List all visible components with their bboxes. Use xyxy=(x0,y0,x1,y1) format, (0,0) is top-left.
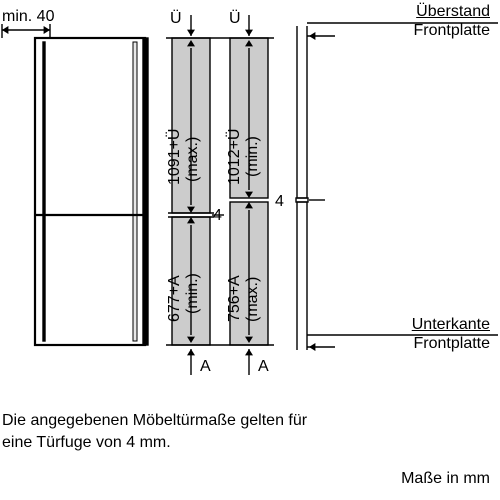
dim-677b: (min.) xyxy=(184,273,202,314)
label-gap4a: 4 xyxy=(213,207,222,225)
label-gap4b: 4 xyxy=(275,193,284,211)
label-overhang-2: Frontplatte xyxy=(414,22,490,40)
dim-677: 677+A xyxy=(166,275,184,322)
dim-1012b: (min.) xyxy=(244,136,262,177)
label-a2: A xyxy=(258,358,269,376)
caption-line2: eine Türfuge von 4 mm. xyxy=(2,434,171,451)
dim-756: 756+A xyxy=(226,275,244,322)
caption: Die angegebenen Möbeltürmaße gelten für … xyxy=(2,410,498,453)
dim-1091b: (max.) xyxy=(184,137,202,182)
label-u1: Ü xyxy=(170,10,182,28)
dim-1091: 1091+Ü xyxy=(166,129,184,186)
caption-units: Maße in mm xyxy=(401,470,490,488)
label-u2: Ü xyxy=(229,10,241,28)
dim-1012: 1012+Ü xyxy=(226,129,244,186)
caption-line1: Die angegebenen Möbeltürmaße gelten für xyxy=(2,412,307,429)
diagram-stage: min. 40 Ü Ü Überstand Frontplatte 1091+Ü… xyxy=(0,0,500,500)
label-min40: min. 40 xyxy=(2,8,54,26)
label-under-1: Unterkante xyxy=(412,316,490,334)
dim-756b: (max.) xyxy=(244,277,262,322)
label-overhang-1: Überstand xyxy=(416,3,490,21)
label-under-2: Frontplatte xyxy=(414,335,490,353)
label-a1: A xyxy=(200,358,211,376)
